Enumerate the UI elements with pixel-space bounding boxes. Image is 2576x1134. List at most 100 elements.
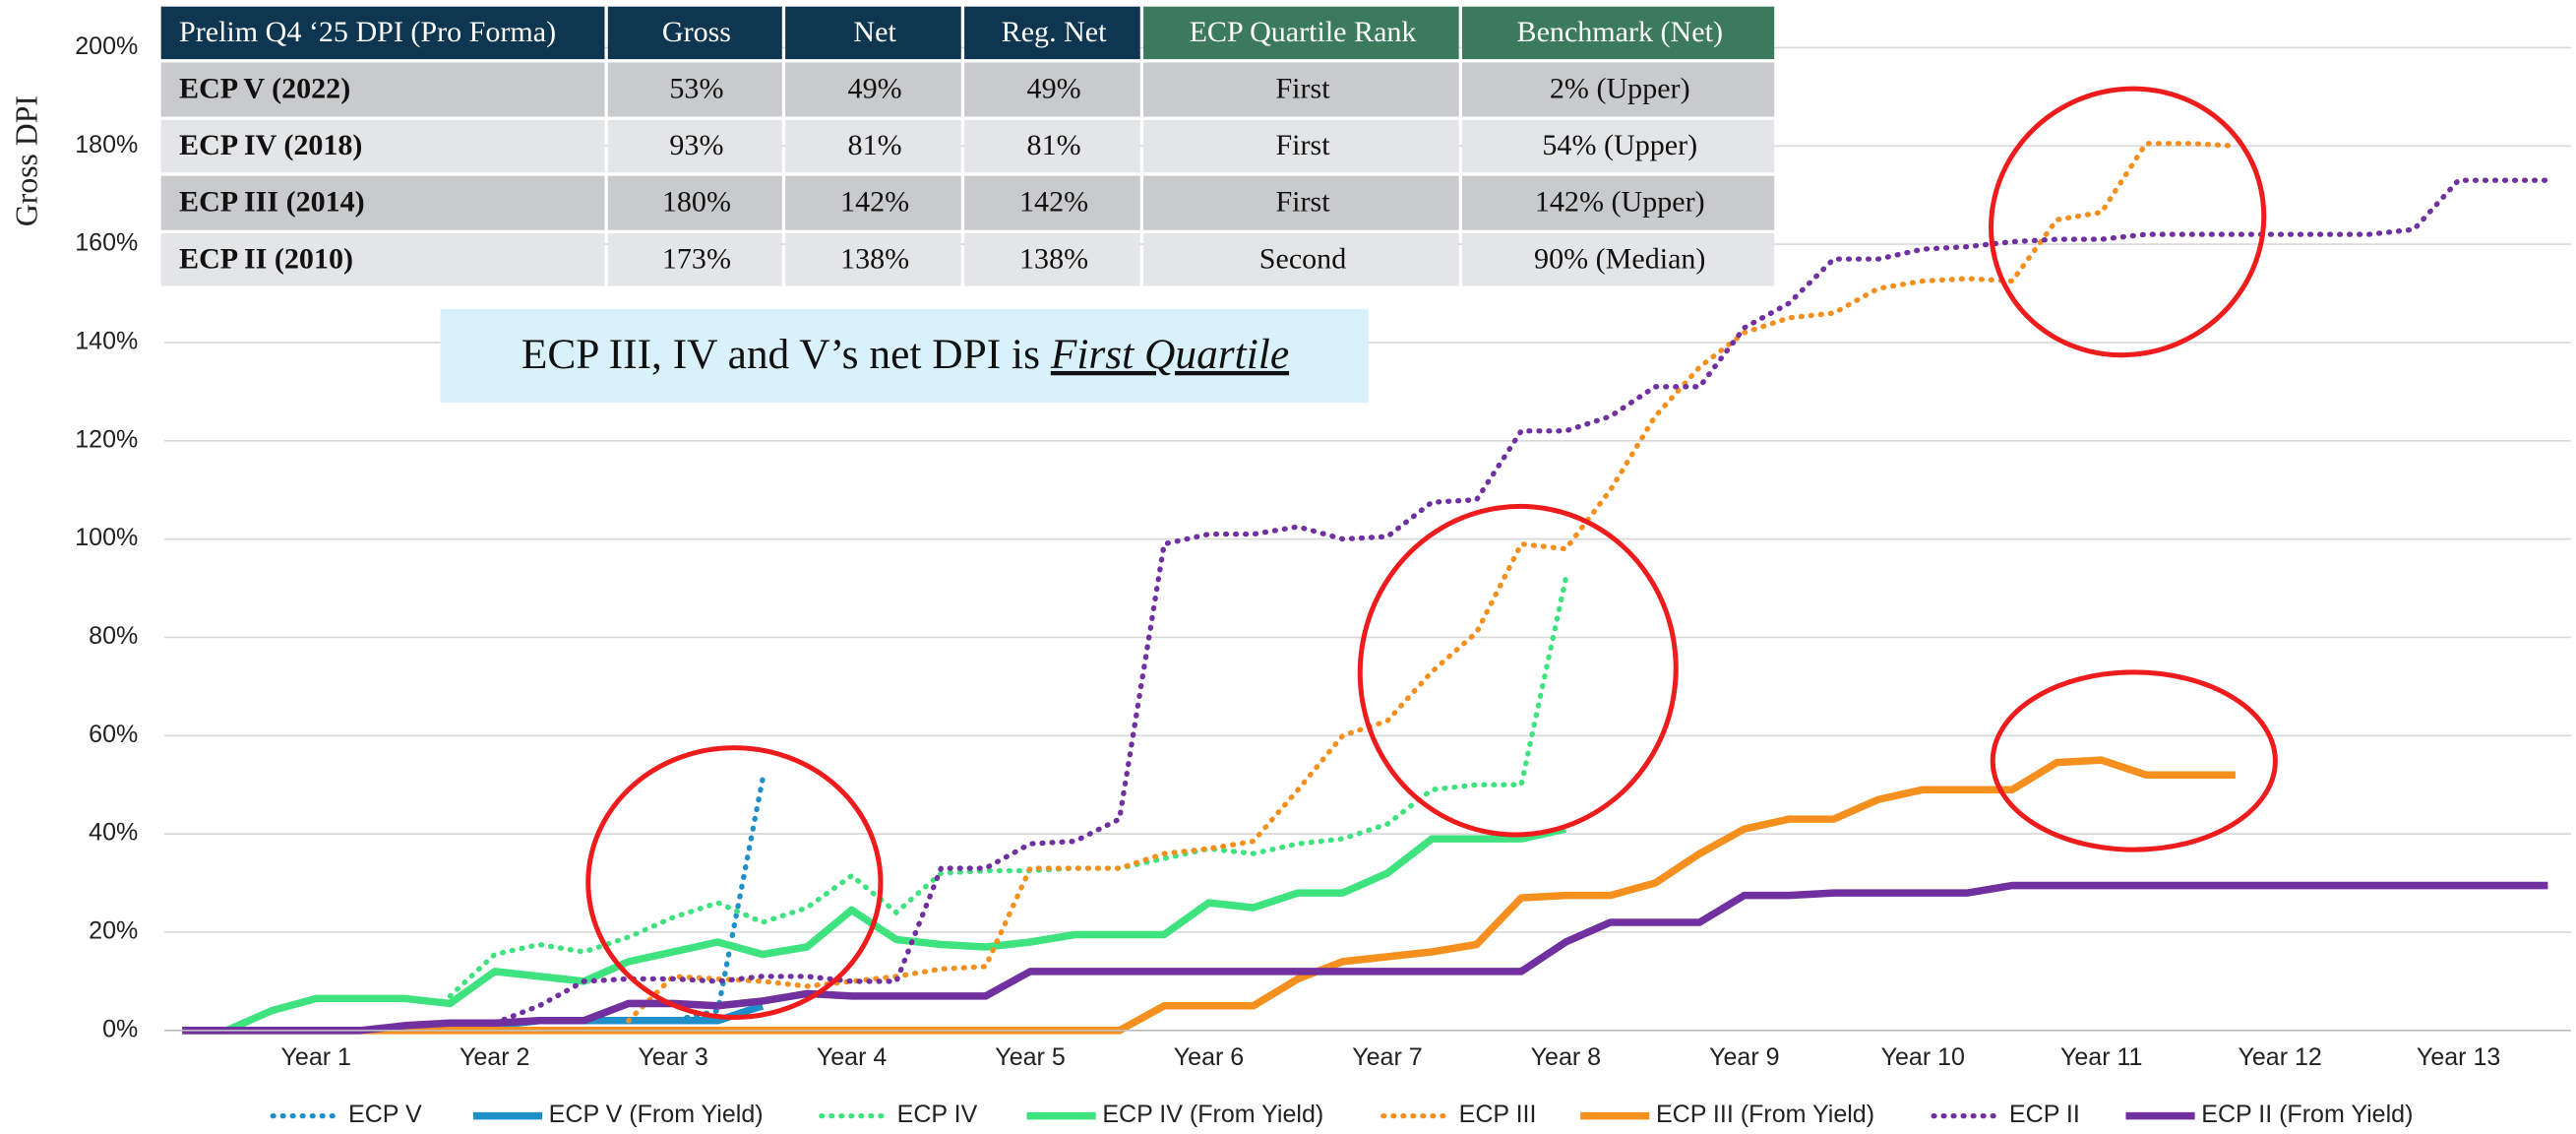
table-cell [160,233,605,286]
table-header: ECP Quartile Rank [1190,15,1418,48]
callout-box [440,308,1369,404]
table-cell [785,233,961,286]
table-header-cell [1143,6,1459,60]
table-cell-text: ECP II (2010) [179,241,353,275]
table-cell [160,119,605,173]
table-header: Reg. Net [1002,15,1107,48]
table-cell-text: 142% (Upper) [1535,185,1705,219]
y-tick-label: 40% [89,819,138,847]
table-header: Gross [662,15,731,48]
table-cell [160,62,605,117]
x-tick-label: Year 8 [1531,1043,1601,1071]
table: Prelim Q4 ‘25 DPI (Pro Forma) Gross Net Reg… [160,6,1775,286]
y-tick-label: 180% [75,131,138,158]
legend-label: ECP IV [897,1101,978,1128]
series-line [447,575,1568,999]
table-cell-text: 2% (Upper) [1550,72,1690,105]
highlights [585,86,2278,1020]
table-cell-text: 81% [848,128,902,161]
table-cell [1461,119,1775,173]
legend-label: ECP IV (From Yield) [1102,1101,1323,1128]
legend: ECP V ECP V (From Yield) ECP IV ECP IV (Fro… [270,1101,2413,1128]
table-cell [1143,175,1459,230]
table-cell-text: ECP V (2022) [179,72,350,105]
highlight-ellipse [585,745,884,1020]
table-cell-text: 138% [1019,241,1088,275]
legend-label: ECP II [2009,1101,2080,1128]
table-header-cell [1461,6,1775,60]
table-cell-text: 142% [840,185,909,219]
highlight-ellipse [1357,503,1679,838]
table-header-cell [785,6,961,60]
table-cell-text: ECP III (2014) [179,185,365,219]
x-tick-label: Year 2 [460,1043,529,1071]
table-cell-text: 142% [1019,185,1088,219]
table-cell [785,175,961,230]
table-cell-text: First [1275,72,1330,105]
y-axis-label: Gross DPI [9,95,43,226]
x-tick-label: Year 9 [1709,1043,1779,1071]
table-cell-text: 93% [669,128,723,161]
table-cell-text: First [1275,128,1330,161]
y-tick-label: 60% [89,721,138,748]
legend-label: ECP III [1459,1101,1537,1128]
x-tick-label: Year 1 [281,1043,351,1071]
table-cell [964,233,1140,286]
x-tick-label: Year 4 [817,1043,888,1071]
table-header-cell [964,6,1140,60]
table-cell [1143,233,1459,286]
legend-label: ECP V (From Yield) [549,1101,764,1128]
table-cell [1143,62,1459,117]
x-tick-label: Year 3 [638,1043,707,1071]
callout: ECP III, IV and V’s net DPI is First Qua… [521,331,1289,378]
table-cell [1461,233,1775,286]
y-tick-label: 120% [75,425,138,453]
table-cell [1461,62,1775,117]
y-tick-label: 100% [75,524,138,551]
table-cell-text: 180% [662,185,731,219]
y-tick-label: 160% [75,229,138,257]
table-cell [1461,175,1775,230]
legend-label: ECP V [348,1101,422,1128]
callout-text: ECP III, IV and V’s net DPI is [521,331,1051,378]
x-tick-label: Year 5 [995,1043,1065,1071]
table-cell [964,175,1140,230]
highlight-ellipse [1990,669,2278,852]
table-cell [160,175,605,230]
table-header-cell [607,6,782,60]
table-cell [1143,119,1459,173]
table-header: Net [853,15,896,48]
table-header-cell [160,6,605,60]
y-tick-label: 80% [89,622,138,650]
x-tick-label: Year 7 [1352,1043,1422,1071]
x-tick-label: Year 13 [2417,1043,2500,1071]
y-tick-label: 140% [75,328,138,355]
table-cell-text: ECP IV (2018) [179,128,362,161]
y-tick-label: 200% [75,32,138,60]
table-cell [785,119,961,173]
x-tick-label: Year 10 [1881,1043,1965,1071]
highlight-ellipse [1989,86,2267,358]
table-header: Prelim Q4 ‘25 DPI (Pro Forma) [179,15,556,48]
y-tick-label: 20% [89,917,138,945]
table-cell-text: First [1275,185,1330,219]
table-cell [785,62,961,117]
y-tick-label: 0% [102,1015,138,1042]
callout-emphasis: First Quartile [1050,331,1289,378]
table-cell-text: 138% [840,241,909,275]
series-line [492,177,2551,1026]
x-tick-label: Year 6 [1174,1043,1244,1071]
legend-label: ECP II (From Yield) [2201,1101,2413,1128]
table-cell [607,233,782,286]
x-tick-label: Year 11 [2060,1043,2143,1071]
table-cell-text: 49% [848,72,902,105]
table-cell-text: 90% (Median) [1534,241,1705,275]
table-cell [607,62,782,117]
table-cell [607,119,782,173]
table-cell [964,119,1140,173]
table-cell-text: 81% [1027,128,1081,161]
table-cell [964,62,1140,117]
table-cell-text: 53% [669,72,723,105]
table-cell-text: 49% [1027,72,1081,105]
